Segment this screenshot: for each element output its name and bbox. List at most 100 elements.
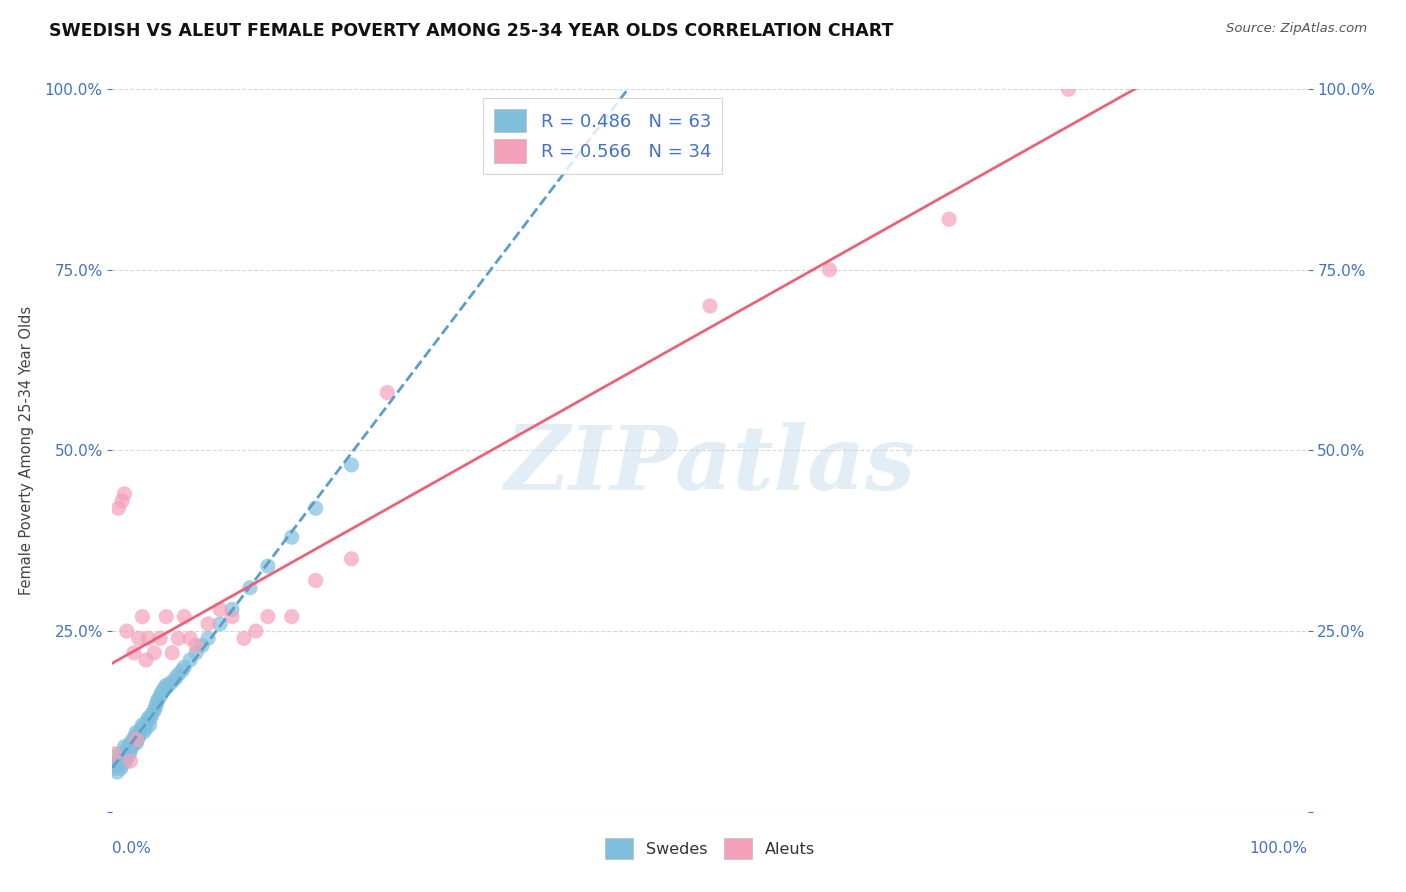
Legend: Swedes, Aleuts: Swedes, Aleuts bbox=[599, 832, 821, 865]
Point bbox=[305, 574, 328, 588]
Point bbox=[120, 754, 142, 768]
Point bbox=[125, 725, 148, 739]
Point bbox=[340, 551, 363, 566]
Point bbox=[257, 609, 280, 624]
Point bbox=[233, 632, 256, 646]
Point bbox=[105, 764, 128, 779]
Point bbox=[131, 609, 153, 624]
Text: 100.0%: 100.0% bbox=[1250, 840, 1308, 855]
Point bbox=[114, 754, 136, 768]
Point bbox=[155, 609, 177, 624]
Point bbox=[197, 632, 219, 646]
Point bbox=[121, 739, 143, 754]
Point bbox=[149, 689, 172, 703]
Point bbox=[120, 743, 142, 757]
Point bbox=[127, 732, 149, 747]
Point bbox=[135, 722, 157, 736]
Point bbox=[340, 458, 363, 472]
Point bbox=[170, 664, 193, 678]
Point bbox=[138, 632, 160, 646]
Point bbox=[145, 696, 167, 710]
Point bbox=[209, 616, 232, 631]
Point bbox=[129, 722, 152, 736]
Point bbox=[221, 602, 243, 616]
Point bbox=[281, 530, 304, 544]
Point bbox=[104, 747, 127, 761]
Point bbox=[129, 725, 152, 739]
Point bbox=[125, 732, 148, 747]
Point bbox=[108, 750, 131, 764]
Point bbox=[155, 678, 177, 692]
Point bbox=[186, 646, 208, 660]
Point bbox=[136, 714, 159, 729]
Point bbox=[173, 609, 195, 624]
Point bbox=[121, 732, 143, 747]
Point bbox=[257, 559, 280, 574]
Text: 0.0%: 0.0% bbox=[112, 840, 152, 855]
Point bbox=[179, 632, 201, 646]
Point bbox=[150, 685, 173, 699]
Point bbox=[114, 739, 135, 754]
Point bbox=[162, 646, 183, 660]
Point bbox=[118, 747, 141, 761]
Point bbox=[818, 262, 841, 277]
Point bbox=[157, 678, 180, 692]
Point bbox=[135, 653, 157, 667]
Point bbox=[165, 671, 187, 685]
Point bbox=[128, 632, 150, 646]
Point bbox=[124, 729, 146, 743]
Point bbox=[114, 487, 135, 501]
Point bbox=[1057, 82, 1080, 96]
Point bbox=[111, 757, 134, 772]
Point bbox=[112, 750, 135, 764]
Point bbox=[115, 624, 138, 639]
Point bbox=[239, 581, 262, 595]
Point bbox=[114, 747, 135, 761]
Point bbox=[107, 754, 129, 768]
Point bbox=[191, 639, 214, 653]
Y-axis label: Female Poverty Among 25-34 Year Olds: Female Poverty Among 25-34 Year Olds bbox=[18, 306, 34, 595]
Point bbox=[281, 609, 304, 624]
Point bbox=[149, 632, 172, 646]
Point bbox=[120, 736, 142, 750]
Point bbox=[138, 718, 160, 732]
Point bbox=[699, 299, 721, 313]
Point bbox=[128, 729, 150, 743]
Point bbox=[145, 700, 167, 714]
Text: ZIPatlas: ZIPatlas bbox=[505, 422, 915, 508]
Point bbox=[146, 692, 169, 706]
Text: SWEDISH VS ALEUT FEMALE POVERTY AMONG 25-34 YEAR OLDS CORRELATION CHART: SWEDISH VS ALEUT FEMALE POVERTY AMONG 25… bbox=[49, 22, 894, 40]
Point bbox=[132, 725, 155, 739]
Point bbox=[104, 761, 127, 775]
Point bbox=[173, 660, 195, 674]
Text: Source: ZipAtlas.com: Source: ZipAtlas.com bbox=[1226, 22, 1367, 36]
Point bbox=[209, 602, 232, 616]
Point bbox=[167, 632, 190, 646]
Point bbox=[105, 757, 128, 772]
Point bbox=[107, 747, 129, 761]
Point bbox=[122, 736, 145, 750]
Point bbox=[167, 667, 190, 681]
Point bbox=[221, 609, 243, 624]
Point bbox=[134, 718, 156, 732]
Point bbox=[110, 754, 132, 768]
Point bbox=[186, 639, 208, 653]
Point bbox=[117, 739, 139, 754]
Point bbox=[377, 385, 399, 400]
Point bbox=[125, 736, 148, 750]
Point bbox=[115, 743, 138, 757]
Point bbox=[138, 711, 160, 725]
Point bbox=[110, 761, 132, 775]
Point bbox=[111, 494, 134, 508]
Point bbox=[143, 646, 166, 660]
Point bbox=[139, 711, 162, 725]
Point bbox=[153, 681, 176, 696]
Point bbox=[107, 501, 129, 516]
Point bbox=[141, 707, 163, 722]
Point bbox=[179, 653, 201, 667]
Point bbox=[143, 704, 166, 718]
Point bbox=[162, 674, 183, 689]
Point bbox=[131, 718, 153, 732]
Point bbox=[122, 646, 145, 660]
Point bbox=[115, 750, 138, 764]
